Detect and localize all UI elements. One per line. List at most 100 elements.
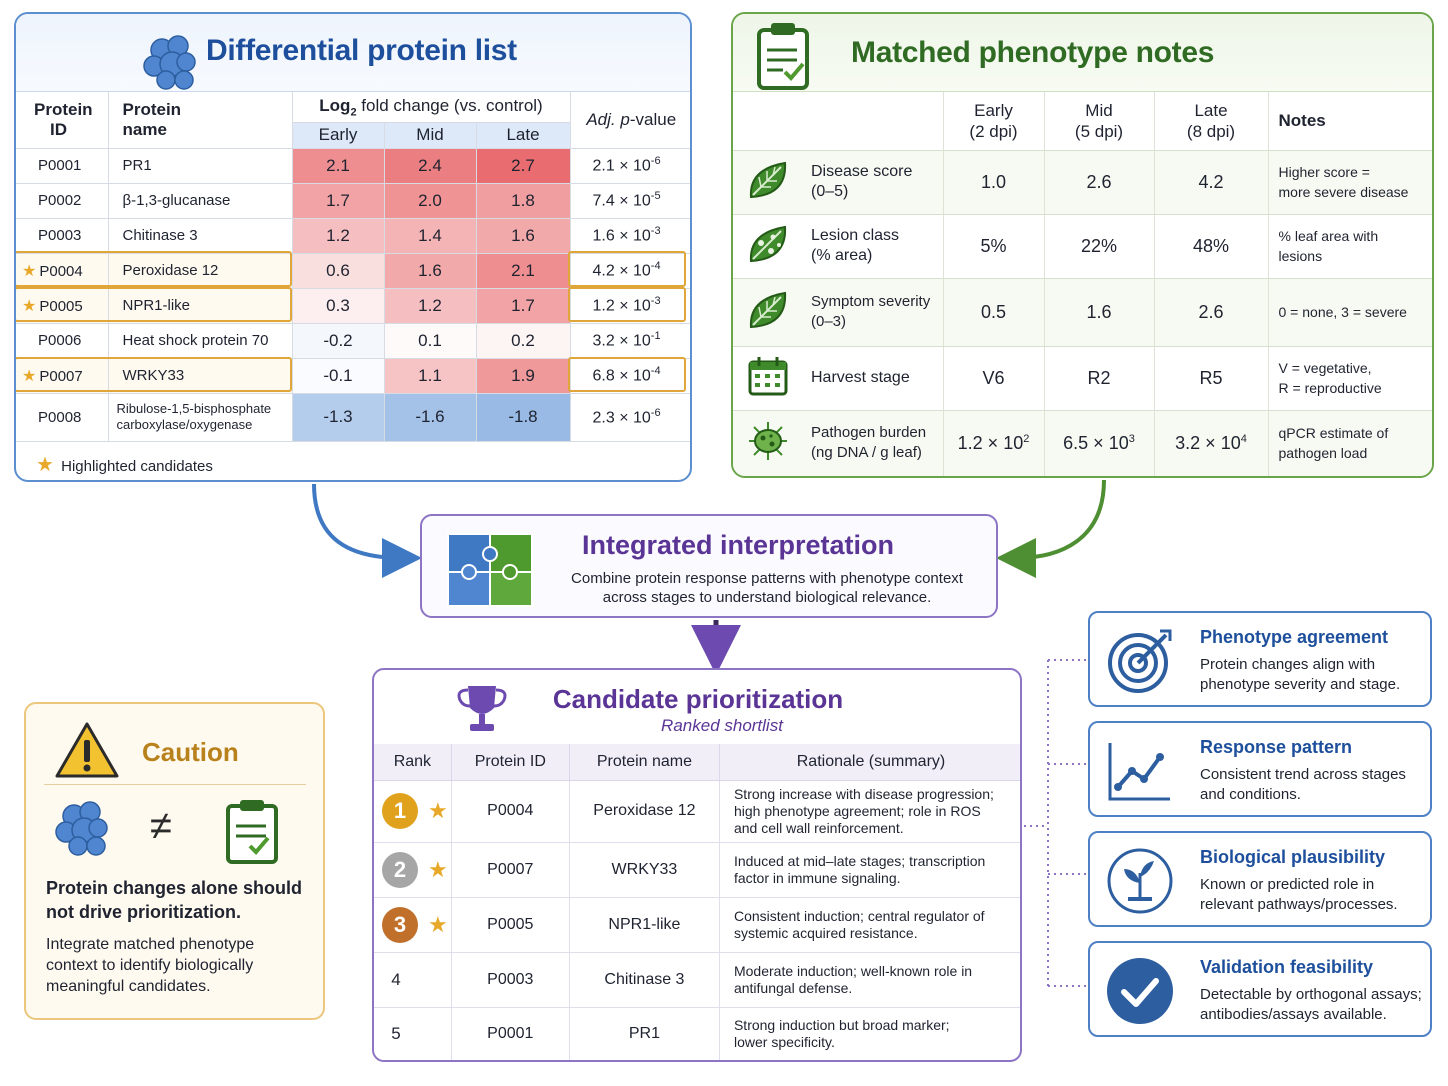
protein-id: P0002 [16, 183, 109, 219]
fold-change-early: -0.1 [292, 358, 385, 394]
phenotype-mid: 6.5 × 103 [1044, 410, 1155, 476]
phenotype-late: 48% [1154, 214, 1269, 279]
protein-row: P0006 Heat shock protein 70 -0.2 0.1 0.2 3.2 … [16, 323, 690, 359]
caution-warning: Protein changes alone should not drive p… [46, 878, 303, 922]
phenotype-mid: R2 [1044, 346, 1155, 411]
protein-row: ★ P0004 Peroxidase 12 0.6 1.6 2.1 4.2 × 10-4 [16, 253, 690, 289]
candidate-rationale: Strong induction but broad marker; lower … [719, 1007, 1020, 1060]
trophy-icon [457, 686, 507, 731]
phenotype-note: 0 = none, 3 = severe [1268, 278, 1432, 347]
col-header-early: Early [292, 122, 385, 149]
fold-change-early: -1.3 [292, 393, 385, 442]
criterion-description: Consistent trend across stages and condit… [1200, 766, 1406, 803]
arrow-protein-to-integration [312, 483, 422, 578]
stage-header-early: Early (2 dpi) [943, 92, 1045, 151]
leaf-icon [733, 150, 803, 215]
phenotype-late: R5 [1154, 346, 1269, 411]
phenotype-mid: 1.6 [1044, 278, 1155, 347]
candidate-protein-id: P0004 [451, 780, 570, 843]
protein-name: β-1,3-glucanase [108, 183, 293, 219]
rank-medal-icon: 2 [382, 851, 418, 888]
protein-id: ★ P0007 [16, 358, 109, 394]
prioritization-subtitle: Ranked shortlist [661, 716, 783, 735]
phenotype-label: Symptom severity (0–3) [803, 278, 944, 347]
candidate-row: 4 P0003 Chitinase 3 Moderate induction; wel… [374, 952, 1020, 1008]
dotted-criteria-connectors [1024, 659, 1086, 987]
candidate-prioritization-panel: Candidate prioritization Ranked shortlis… [372, 668, 1022, 1062]
adj-p-value: 2.1 × 10-6 [570, 148, 690, 184]
candidate-protein-name: Chitinase 3 [569, 952, 720, 1008]
fold-change-early: 0.3 [292, 288, 385, 324]
phenotype-early: 0.5 [943, 278, 1045, 347]
protein-name: Peroxidase 12 [108, 253, 293, 289]
phenotype-late: 4.2 [1154, 150, 1269, 215]
candidate-protein-name: PR1 [569, 1007, 720, 1060]
phenotype-label: Disease score (0–5) [803, 150, 944, 215]
criterion-title: Phenotype agreement [1200, 627, 1389, 647]
candidate-row: 2 ★ P0007 WRKY33 Induced at mid–late stages;… [374, 842, 1020, 898]
pathogen-icon [733, 410, 803, 476]
phenotype-table: Early (2 dpi) Mid (5 dpi) Late (8 dpi) Note… [733, 92, 1432, 476]
target-icon [1108, 629, 1172, 693]
criterion-biological-plausibility: Biological plausibility Known or predict… [1088, 831, 1432, 927]
protein-name: Chitinase 3 [108, 218, 293, 254]
warning-icon [55, 722, 119, 778]
fold-change-early: 2.1 [292, 148, 385, 184]
fold-change-mid: 2.4 [384, 148, 477, 184]
candidate-rationale: Strong increase with disease progression… [719, 780, 1020, 843]
col-header-protein-id: Protein ID [16, 92, 109, 149]
phenotype-panel-header: Matched phenotype notes [733, 14, 1432, 92]
candidate-protein-name: WRKY33 [569, 842, 720, 898]
star-icon: ★ [428, 911, 448, 937]
highlight-legend: ★ Highlighted candidates [36, 454, 213, 476]
phenotype-panel-title: Matched phenotype notes [851, 36, 1215, 69]
phenotype-row: Harvest stage V6 R2 R5 V = vegetative, R = re… [733, 346, 1432, 411]
col-header-protein-name: Protein name [569, 744, 720, 781]
leaf-icon [733, 278, 803, 347]
protein-panel-title: Differential protein list [206, 34, 517, 67]
rank-medal-icon: 1 [382, 793, 418, 829]
protein-row: P0008 Ribulose-1,5-bisphosphate carboxylas… [16, 393, 690, 442]
rank-cell: 1 ★ [374, 780, 452, 843]
col-header-late: Late [476, 122, 571, 149]
phenotype-mid: 2.6 [1044, 150, 1155, 215]
fold-change-early: 1.2 [292, 218, 385, 254]
integration-title: Integrated interpretation [582, 530, 895, 560]
fold-change-early: -0.2 [292, 323, 385, 359]
caution-panel: Caution ≠ Protein changes alone should n… [24, 702, 325, 1020]
protein-table: Protein ID Protein name Log2 fold change (… [16, 92, 690, 442]
phenotype-note: qPCR estimate of pathogen load [1268, 410, 1432, 476]
caution-title: Caution [142, 737, 239, 767]
fold-change-late: 1.6 [476, 218, 571, 254]
star-icon: ★ [36, 454, 54, 476]
arrow-phenotype-to-integration [996, 479, 1106, 578]
star-icon: ★ [22, 262, 37, 280]
fold-change-mid: 1.2 [384, 288, 477, 324]
phenotype-mid: 22% [1044, 214, 1155, 279]
phenotype-early: V6 [943, 346, 1045, 411]
protein-id: P0003 [16, 218, 109, 254]
rank-number: 4 [391, 969, 401, 989]
star-icon: ★ [22, 297, 37, 315]
fold-change-early: 0.6 [292, 253, 385, 289]
rank-number: 5 [391, 1023, 401, 1043]
criterion-title: Validation feasibility [1200, 957, 1374, 977]
adj-p-value: 2.3 × 10-6 [570, 393, 690, 442]
protein-name: Heat shock protein 70 [108, 323, 293, 359]
not-equal-sign: ≠ [150, 804, 172, 848]
fold-change-early: 1.7 [292, 183, 385, 219]
phenotype-early: 1.2 × 102 [943, 410, 1045, 476]
checkmark-icon [1107, 958, 1173, 1024]
star-icon: ★ [428, 798, 448, 823]
protein-row: P0001 PR1 2.1 2.4 2.7 2.1 × 10-6 [16, 148, 690, 184]
candidate-row: 5 P0001 PR1 Strong induction but broad mark… [374, 1007, 1020, 1060]
fold-change-late: 2.1 [476, 253, 571, 289]
col-header-fold-change: Log2 fold change (vs. control) [292, 92, 571, 123]
protein-id: P0008 [16, 393, 109, 442]
phenotype-note: V = vegetative, R = reproductive [1268, 346, 1432, 411]
clipboard-icon [226, 800, 278, 864]
adj-p-value: 3.2 × 10-1 [570, 323, 690, 359]
phenotype-note: Higher score = more severe disease [1268, 150, 1432, 215]
adj-p-value: 6.8 × 10-4 [570, 358, 690, 394]
col-header-mid: Mid [384, 122, 477, 149]
